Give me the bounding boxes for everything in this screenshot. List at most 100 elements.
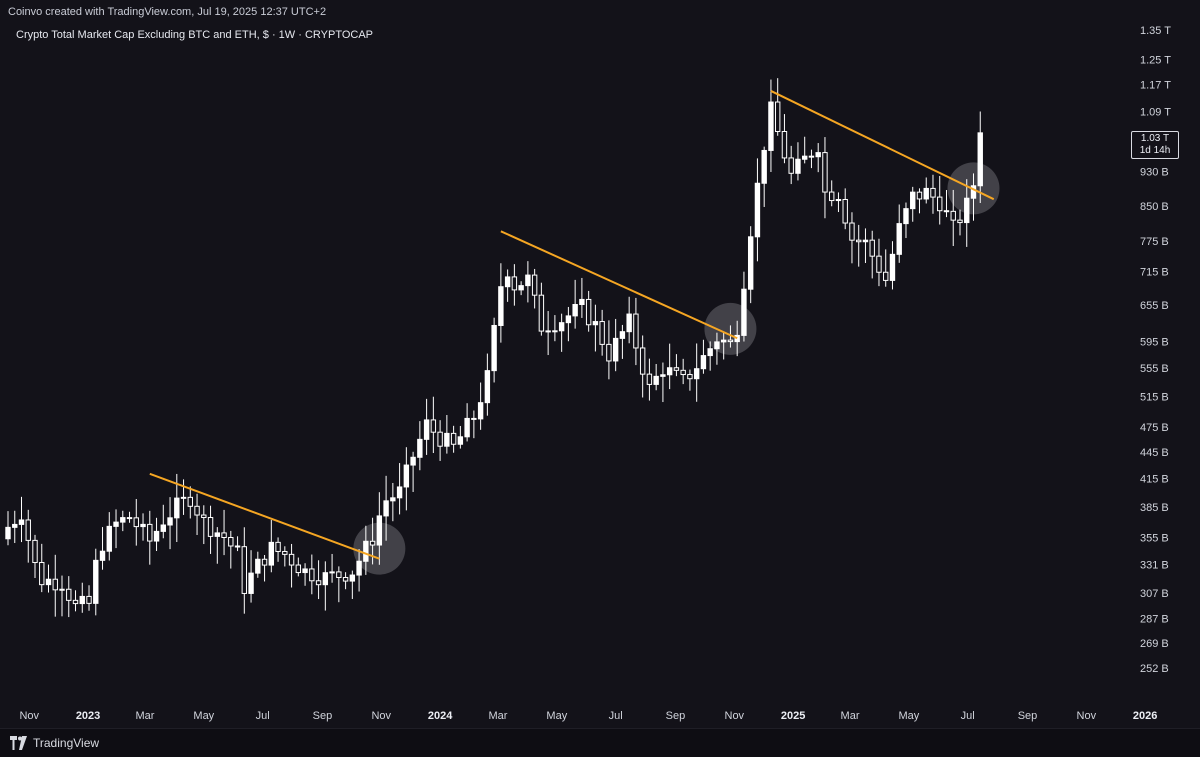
y-tick-label: 930 B xyxy=(1140,167,1169,179)
candle-body xyxy=(856,239,862,243)
y-tick-label: 475 B xyxy=(1140,422,1169,434)
candle-body xyxy=(795,158,801,174)
candle-body xyxy=(525,274,531,287)
y-tick-label: 1.25 T xyxy=(1140,54,1171,66)
x-tick-label: Nov xyxy=(371,710,391,722)
x-tick-label: Sep xyxy=(1018,710,1038,722)
candle-body xyxy=(12,523,18,528)
candle-body xyxy=(754,182,761,238)
candle-body xyxy=(133,517,139,528)
candle-body xyxy=(241,546,248,594)
candle-body xyxy=(693,368,700,380)
candle-body xyxy=(444,432,450,447)
candle-body xyxy=(437,431,443,447)
x-tick-label: May xyxy=(898,710,919,722)
y-tick-label: 252 B xyxy=(1140,663,1169,675)
x-tick-label: 2026 xyxy=(1133,710,1157,722)
candle-body xyxy=(903,208,909,225)
resistance-trendline[interactable] xyxy=(500,230,738,340)
y-tick-label: 331 B xyxy=(1140,559,1169,571)
candle-body xyxy=(653,375,659,385)
candle-body xyxy=(491,324,497,372)
candle-body xyxy=(626,313,632,333)
candle-body xyxy=(646,373,653,385)
y-tick-label: 850 B xyxy=(1140,201,1169,213)
candle-body xyxy=(383,500,389,517)
candle-body xyxy=(707,348,713,357)
chart-title: Crypto Total Market Cap Excluding BTC an… xyxy=(16,29,374,41)
x-tick-label: Jul xyxy=(961,710,975,722)
candles xyxy=(5,78,983,618)
candle-body xyxy=(32,539,38,564)
candle-body xyxy=(403,464,410,488)
y-tick-label: 595 B xyxy=(1140,336,1169,348)
candle-body xyxy=(390,497,396,502)
candle-body xyxy=(639,347,646,375)
candle-body xyxy=(687,374,693,380)
candle-body xyxy=(484,370,491,404)
candle-body xyxy=(187,496,193,507)
candle-body xyxy=(808,155,815,158)
candle-body xyxy=(410,456,416,466)
candle-body xyxy=(329,571,335,574)
candle-body xyxy=(950,210,956,221)
trendlines xyxy=(149,90,995,560)
candle-body xyxy=(214,532,221,537)
candle-body xyxy=(923,187,929,200)
candle-body xyxy=(79,595,85,605)
candle-body xyxy=(957,219,963,224)
candle-body xyxy=(741,288,747,336)
candle-body xyxy=(660,374,666,377)
candle-body xyxy=(964,197,970,224)
tradingview-brand[interactable]: TradingView xyxy=(33,736,100,750)
candle-body xyxy=(417,438,423,458)
y-tick-label: 775 B xyxy=(1140,236,1169,248)
candle-body xyxy=(5,526,11,540)
candle-body xyxy=(680,369,686,376)
candle-body xyxy=(457,436,464,445)
candle-body xyxy=(356,560,362,576)
candle-body xyxy=(369,540,376,546)
x-tick-label: 2025 xyxy=(781,710,805,722)
candlestick-chart[interactable]: 1.35 T 1.25 T 1.17 T 1.09 T 930 B 850 B 775 B 7… xyxy=(0,0,1200,728)
x-tick-label: Mar xyxy=(135,710,154,722)
footer: TradingView xyxy=(0,728,1200,757)
candle-body xyxy=(937,196,943,212)
candle-body xyxy=(970,185,977,199)
candle-body xyxy=(322,572,329,586)
candle-body xyxy=(255,558,261,574)
candle-body xyxy=(39,562,45,586)
candle-body xyxy=(228,537,234,547)
candle-body xyxy=(545,330,551,333)
x-tick-label: Nov xyxy=(725,710,745,722)
candle-body xyxy=(910,191,916,210)
candle-body xyxy=(18,519,25,525)
candle-body xyxy=(579,298,585,306)
candle-body xyxy=(180,496,187,499)
candle-body xyxy=(59,588,65,591)
candle-body xyxy=(25,519,31,541)
x-tick-label: 2023 xyxy=(76,710,100,722)
x-tick-label: Jul xyxy=(609,710,623,722)
candle-body xyxy=(315,580,322,586)
candle-body xyxy=(194,505,200,516)
candle-body xyxy=(673,367,680,371)
candle-body xyxy=(430,419,437,433)
candle-body xyxy=(106,525,112,552)
candle-body xyxy=(599,321,605,345)
candle-body xyxy=(363,540,369,562)
y-tick-label: 555 B xyxy=(1140,363,1169,375)
candle-body xyxy=(477,402,484,420)
resistance-trendline[interactable] xyxy=(149,472,380,560)
candle-body xyxy=(471,417,477,420)
x-tick-label: Nov xyxy=(1077,710,1097,722)
resistance-trendline[interactable] xyxy=(770,90,995,201)
y-tick-label: 715 B xyxy=(1140,267,1169,279)
candle-body xyxy=(768,101,774,151)
candle-body xyxy=(930,187,936,198)
y-tick-label: 415 B xyxy=(1140,473,1169,485)
candle-body xyxy=(700,355,707,370)
y-tick-label: 287 B xyxy=(1140,614,1169,626)
tradingview-logo-icon[interactable] xyxy=(10,736,28,750)
candle-body xyxy=(126,517,133,520)
